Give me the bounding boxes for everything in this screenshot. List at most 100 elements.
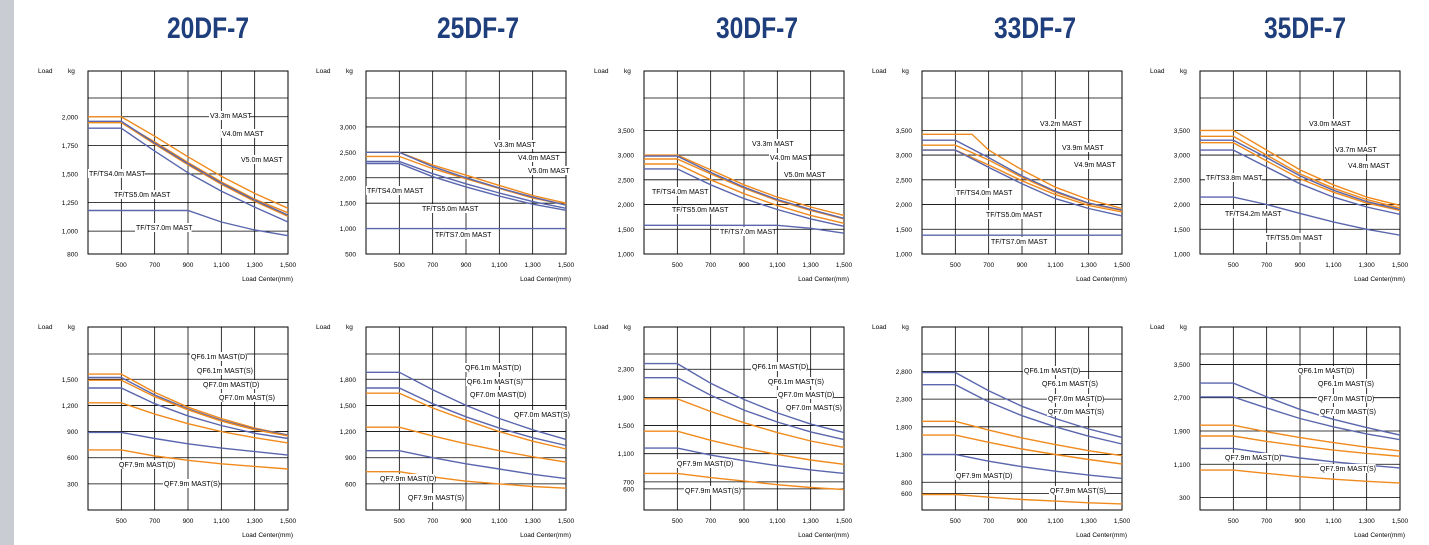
x-tick-label: 700 — [983, 262, 994, 269]
series-line — [644, 377, 845, 441]
x-tick-label: 1,300 — [1081, 262, 1098, 269]
y-tick-label: 1,200 — [340, 429, 357, 436]
y-tick-label: 3,000 — [896, 153, 913, 160]
y-tick-label: 3,500 — [1174, 362, 1191, 369]
x-tick-label: 1,100 — [491, 518, 508, 525]
annotation-label: QF7.9m MAST(D) — [956, 473, 1012, 480]
series-line — [644, 398, 845, 449]
x-tick-label: 1,100 — [769, 518, 786, 525]
annotation-backdrop — [240, 155, 281, 164]
y-tick-label: 2,300 — [618, 367, 635, 374]
annotation-backdrop — [464, 363, 521, 372]
annotation-label: V3.3m MAST — [752, 141, 794, 148]
y-axis-unit: kg — [902, 324, 909, 331]
y-tick-label: 2,000 — [340, 175, 357, 182]
annotation-backdrop — [1049, 486, 1106, 495]
y-axis-unit: kg — [1180, 68, 1187, 75]
annotation-backdrop — [783, 170, 824, 179]
y-tick-label: 2,500 — [340, 150, 357, 157]
x-tick-label: 1,500 — [280, 518, 297, 525]
annotation-label: V4.8m MAST — [1348, 163, 1390, 170]
x-tick-label: 1,500 — [1114, 518, 1131, 525]
y-tick-label: 1,000 — [340, 226, 357, 233]
y-tick-label: 2,700 — [1174, 395, 1191, 402]
annotation-backdrop — [1317, 379, 1374, 388]
y-axis-label: Load — [38, 324, 53, 331]
x-tick-label: 1,500 — [280, 262, 297, 269]
series-line — [644, 224, 845, 234]
y-tick-label: 1,500 — [618, 423, 635, 430]
annotation-backdrop — [990, 237, 1047, 246]
x-tick-label: 1,100 — [1047, 262, 1064, 269]
y-tick-label: 1,900 — [1174, 428, 1191, 435]
x-tick-label: 900 — [461, 518, 472, 525]
annotation-label: TF/TS3.8m MAST — [1206, 175, 1263, 182]
y-tick-label: 2,500 — [896, 177, 913, 184]
y-tick-label: 1,500 — [62, 171, 79, 178]
y-axis-label: Load — [1150, 68, 1165, 75]
x-axis-label: Load Center(mm) — [520, 532, 571, 539]
y-axis-unit: kg — [624, 324, 631, 331]
annotation-label: TF/TS4.0m MAST — [956, 190, 1013, 197]
annotation-backdrop — [407, 493, 464, 502]
annotation-backdrop — [751, 362, 808, 371]
series-line — [644, 163, 845, 224]
series-line — [366, 392, 567, 450]
annotation-label: TF/TS7.0m MAST — [136, 225, 193, 232]
x-tick-label: 1,100 — [1325, 262, 1342, 269]
series-line — [1200, 469, 1401, 484]
x-tick-label: 500 — [672, 518, 683, 525]
series-line — [922, 371, 1123, 439]
x-tick-label: 1,300 — [1081, 518, 1098, 525]
y-tick-label: 1,100 — [1174, 462, 1191, 469]
series-line — [366, 471, 567, 489]
x-tick-label: 1,100 — [213, 518, 230, 525]
chart-title-30df: 30DF-7 — [716, 12, 799, 45]
annotation-label: QF7.9m MAST(D) — [119, 462, 175, 469]
chart-title-33df: 33DF-7 — [994, 12, 1077, 45]
annotation-backdrop — [1073, 160, 1114, 169]
series-line — [366, 162, 567, 211]
series-line — [644, 430, 845, 465]
series-line — [88, 376, 289, 436]
series-line — [88, 449, 289, 470]
x-tick-label: 700 — [1261, 518, 1272, 525]
annotation-backdrop — [1319, 464, 1376, 473]
series-line — [88, 127, 289, 223]
series-line — [644, 154, 845, 217]
x-axis-label: Load Center(mm) — [520, 276, 571, 283]
series-line — [88, 116, 289, 209]
annotation-label: V5.0m MAST — [528, 168, 570, 175]
annotation-label: TF/TS5.0m MAST — [422, 206, 479, 213]
y-tick-label: 2,000 — [896, 202, 913, 209]
series-line — [1200, 139, 1401, 211]
y-tick-label: 1,000 — [62, 229, 79, 236]
series-line — [1200, 141, 1401, 212]
y-axis-label: Load — [1150, 324, 1165, 331]
series-line — [644, 155, 845, 220]
x-tick-label: 900 — [1295, 262, 1306, 269]
series-line — [366, 426, 567, 463]
annotation-backdrop — [513, 410, 570, 419]
annotation-backdrop — [113, 190, 170, 199]
x-tick-label: 500 — [950, 262, 961, 269]
x-tick-label: 500 — [672, 262, 683, 269]
annotation-backdrop — [1224, 453, 1281, 462]
annotation-label: TF/TS7.0m MAST — [435, 232, 492, 239]
x-tick-label: 900 — [183, 262, 194, 269]
annotation-label: QF7.9m MAST(D) — [677, 461, 733, 468]
annotation-backdrop — [785, 403, 842, 412]
annotation-backdrop — [651, 187, 708, 196]
annotation-backdrop — [777, 390, 834, 399]
x-tick-label: 700 — [427, 518, 438, 525]
annotation-backdrop — [676, 459, 733, 468]
series-line — [366, 155, 567, 206]
y-axis-label: Load — [594, 68, 609, 75]
series-line — [1200, 424, 1401, 452]
annotation-label: QF6.1m MAST(S) — [467, 379, 523, 386]
x-tick-label: 1,300 — [525, 262, 542, 269]
y-axis-unit: kg — [624, 68, 631, 75]
annotation-backdrop — [434, 230, 491, 239]
annotation-backdrop — [1047, 407, 1104, 416]
